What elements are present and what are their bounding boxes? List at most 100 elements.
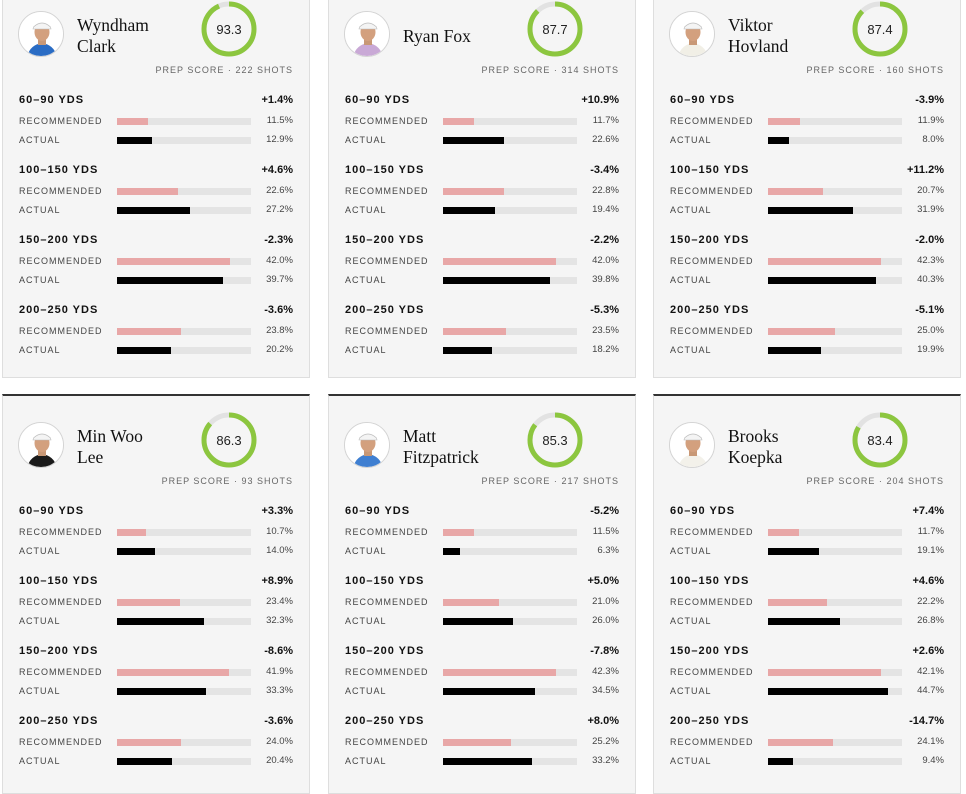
actual-bar-track <box>768 618 902 625</box>
actual-row: ACTUAL 32.3% <box>3 614 309 628</box>
difference-value: -5.2% <box>590 505 619 517</box>
recommended-bar-fill <box>443 328 506 335</box>
shot-count: 222 <box>235 65 254 75</box>
recommended-label: RECOMMENDED <box>19 527 103 537</box>
difference-value: +4.6% <box>912 575 945 587</box>
recommended-row: RECOMMENDED 11.5% <box>329 525 635 539</box>
actual-percent: 26.8% <box>917 615 944 626</box>
recommended-label: RECOMMENDED <box>670 326 754 336</box>
recommended-percent: 41.9% <box>266 666 293 677</box>
card-header: Brooks Koepka 83.4 PREP SCORE · 204 SHOT… <box>654 412 960 494</box>
player-card[interactable]: Brooks Koepka 83.4 PREP SCORE · 204 SHOT… <box>653 394 961 794</box>
recommended-label: RECOMMENDED <box>670 667 754 677</box>
distance-range: 150–200 YDS <box>19 645 99 657</box>
recommended-row: RECOMMENDED 42.3% <box>654 254 960 268</box>
recommended-bar-track <box>768 739 902 746</box>
difference-value: +11.2% <box>906 164 944 176</box>
recommended-row: RECOMMENDED 24.1% <box>654 735 960 749</box>
recommended-percent: 21.0% <box>592 596 619 607</box>
distance-band: 60–90 YDS -5.2% RECOMMENDED 11.5% ACTUAL… <box>329 494 635 564</box>
actual-percent: 33.3% <box>266 685 293 696</box>
prep-score-gauge <box>852 1 908 57</box>
recommended-bar-track <box>443 188 577 195</box>
distance-range: 60–90 YDS <box>19 94 85 106</box>
actual-percent: 9.4% <box>922 755 944 766</box>
actual-label: ACTUAL <box>345 686 387 696</box>
actual-percent: 39.7% <box>266 274 293 285</box>
distance-range: 150–200 YDS <box>19 234 99 246</box>
distance-range: 200–250 YDS <box>345 304 425 316</box>
actual-row: ACTUAL 39.8% <box>329 273 635 287</box>
distance-range: 60–90 YDS <box>670 94 736 106</box>
player-card[interactable]: Viktor Hovland 87.4 PREP SCORE · 160 SHO… <box>653 0 961 378</box>
distance-band: 150–200 YDS -2.2% RECOMMENDED 42.0% ACTU… <box>329 223 635 293</box>
shots-label: SHOTS <box>907 65 944 75</box>
distance-band: 100–150 YDS +11.2% RECOMMENDED 20.7% ACT… <box>654 153 960 223</box>
recommended-percent: 22.8% <box>592 185 619 196</box>
player-name-line2: Koepka <box>728 447 783 467</box>
recommended-label: RECOMMENDED <box>345 186 429 196</box>
recommended-bar-fill <box>768 188 824 195</box>
player-name-line1: Viktor <box>728 15 773 35</box>
recommended-percent: 23.8% <box>266 325 293 336</box>
player-card[interactable]: Wyndham Clark 93.3 PREP SCORE · 222 SHOT… <box>2 0 310 378</box>
recommended-label: RECOMMENDED <box>19 667 103 677</box>
recommended-bar-fill <box>768 739 833 746</box>
actual-bar-fill <box>768 277 876 284</box>
recommended-percent: 42.0% <box>592 255 619 266</box>
actual-bar-track <box>443 548 577 555</box>
actual-bar-fill <box>768 688 888 695</box>
difference-value: +10.9% <box>581 94 619 106</box>
recommended-label: RECOMMENDED <box>670 737 754 747</box>
recommended-percent: 11.9% <box>917 115 944 126</box>
actual-label: ACTUAL <box>670 546 712 556</box>
distance-bands: 60–90 YDS +3.3% RECOMMENDED 10.7% ACTUAL… <box>3 494 309 774</box>
actual-row: ACTUAL 12.9% <box>3 133 309 147</box>
prep-score-label: PREP SCORE <box>155 65 225 75</box>
recommended-bar-fill <box>117 529 146 536</box>
actual-bar-track <box>117 688 251 695</box>
prep-score-caption: PREP SCORE · 217 SHOTS <box>482 476 619 486</box>
prep-score-caption: PREP SCORE · 204 SHOTS <box>807 476 944 486</box>
player-name-line1: Matt <box>403 426 437 446</box>
distance-bands: 60–90 YDS +7.4% RECOMMENDED 11.7% ACTUAL… <box>654 494 960 774</box>
actual-row: ACTUAL 40.3% <box>654 273 960 287</box>
actual-bar-fill <box>117 277 224 284</box>
shot-count: 93 <box>241 476 254 486</box>
player-avatar <box>18 422 64 468</box>
recommended-label: RECOMMENDED <box>345 527 429 537</box>
actual-percent: 27.2% <box>266 204 293 215</box>
distance-band: 200–250 YDS -5.3% RECOMMENDED 23.5% ACTU… <box>329 293 635 363</box>
actual-row: ACTUAL 22.6% <box>329 133 635 147</box>
difference-value: +8.9% <box>261 575 294 587</box>
actual-label: ACTUAL <box>670 345 712 355</box>
actual-row: ACTUAL 44.7% <box>654 684 960 698</box>
actual-label: ACTUAL <box>670 616 712 626</box>
distance-bands: 60–90 YDS -5.2% RECOMMENDED 11.5% ACTUAL… <box>329 494 635 774</box>
caption-separator: · <box>227 65 232 75</box>
recommended-bar-fill <box>117 188 178 195</box>
recommended-label: RECOMMENDED <box>670 597 754 607</box>
recommended-row: RECOMMENDED 22.8% <box>329 184 635 198</box>
distance-bands: 60–90 YDS -3.9% RECOMMENDED 11.9% ACTUAL… <box>654 83 960 363</box>
recommended-bar-fill <box>443 258 556 265</box>
distance-range: 60–90 YDS <box>345 505 411 517</box>
player-card[interactable]: Ryan Fox 87.7 PREP SCORE · 314 SHOTS 60–… <box>328 0 636 378</box>
recommended-label: RECOMMENDED <box>670 116 754 126</box>
recommended-label: RECOMMENDED <box>345 116 429 126</box>
recommended-percent: 23.4% <box>266 596 293 607</box>
recommended-bar-fill <box>768 118 800 125</box>
shot-count: 204 <box>886 476 905 486</box>
actual-bar-fill <box>768 207 854 214</box>
actual-label: ACTUAL <box>19 205 61 215</box>
distance-band: 100–150 YDS +5.0% RECOMMENDED 21.0% ACTU… <box>329 564 635 634</box>
player-card[interactable]: Min Woo Lee 86.3 PREP SCORE · 93 SHOTS 6… <box>2 394 310 794</box>
player-card[interactable]: Matt Fitzpatrick 85.3 PREP SCORE · 217 S… <box>328 394 636 794</box>
recommended-row: RECOMMENDED 11.9% <box>654 114 960 128</box>
recommended-row: RECOMMENDED 20.7% <box>654 184 960 198</box>
distance-range: 100–150 YDS <box>345 164 425 176</box>
recommended-label: RECOMMENDED <box>19 326 103 336</box>
actual-row: ACTUAL 26.0% <box>329 614 635 628</box>
caption-separator: · <box>233 476 238 486</box>
actual-bar-fill <box>768 347 822 354</box>
